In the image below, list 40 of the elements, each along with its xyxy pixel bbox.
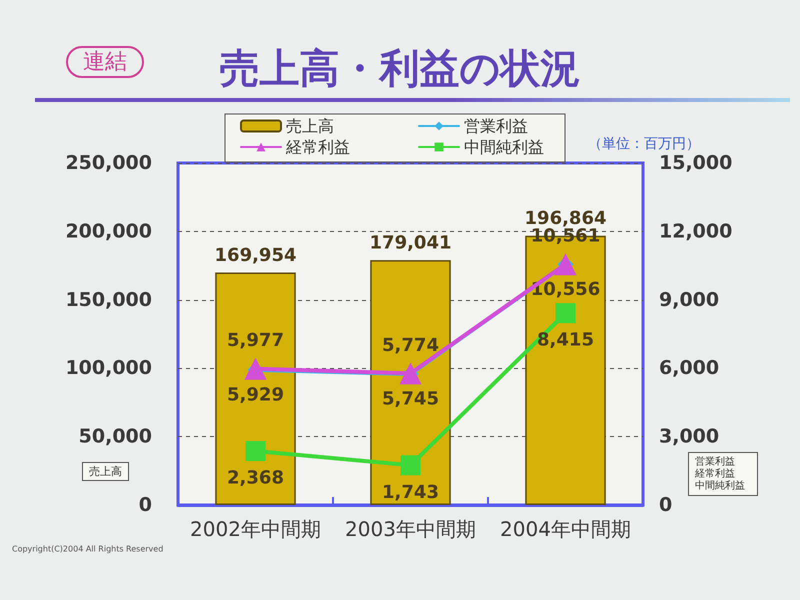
text: 連結 xyxy=(83,50,127,74)
y2-axis-title: 営業利益経常利益中間純利益 xyxy=(694,456,745,492)
y-tick-label: 150,000 xyxy=(65,288,152,311)
data-label: 169,954 xyxy=(214,245,296,266)
point xyxy=(244,358,266,380)
data-label: 5,745 xyxy=(382,388,439,410)
legend-label: 中間純利益 xyxy=(464,138,544,156)
y2-tick-label: 6,000 xyxy=(659,357,720,380)
x-tick-label: 2002年中間期 xyxy=(190,517,321,541)
y2-tick-label: 0 xyxy=(659,494,672,516)
y2-tick-label: 15,000 xyxy=(659,152,732,174)
x-tick-label: 2004年中間期 xyxy=(500,517,631,541)
data-label: 1,743 xyxy=(382,482,439,503)
data-label: 2,368 xyxy=(227,468,284,489)
chart-title: 売上高・利益の状況 xyxy=(220,46,580,92)
data-label: 5,774 xyxy=(382,334,439,356)
data-label: 10,556 xyxy=(530,278,600,300)
x-tick-label: 2003年中間期 xyxy=(345,517,476,541)
point xyxy=(400,455,420,476)
point xyxy=(246,441,266,462)
y-tick-label: 50,000 xyxy=(78,426,152,448)
y-axis-title: 売上高 xyxy=(89,465,122,478)
data-label: 5,929 xyxy=(227,384,284,406)
data-label: 5,977 xyxy=(227,330,284,352)
legend-label: 経常利益 xyxy=(285,138,350,156)
y-tick-label: 200,000 xyxy=(65,220,152,242)
y-tick-label: 100,000 xyxy=(65,357,152,380)
y-tick-label: 0 xyxy=(138,494,152,516)
point xyxy=(400,362,422,384)
y2-tick-label: 3,000 xyxy=(659,426,720,448)
text: Copyright(C)2004 All Rights Reserved xyxy=(12,544,164,554)
y2-tick-label: 9,000 xyxy=(659,288,720,311)
legend-label: 売上高 xyxy=(286,116,334,136)
y2-tick-label: 12,000 xyxy=(659,220,732,242)
point xyxy=(556,303,576,324)
data-label: 179,041 xyxy=(370,232,452,254)
legend-label: 営業利益 xyxy=(464,116,528,136)
data-label: 8,415 xyxy=(537,330,594,351)
y-tick-label: 250,000 xyxy=(65,152,152,174)
text: （単位：百万円） xyxy=(588,136,700,152)
